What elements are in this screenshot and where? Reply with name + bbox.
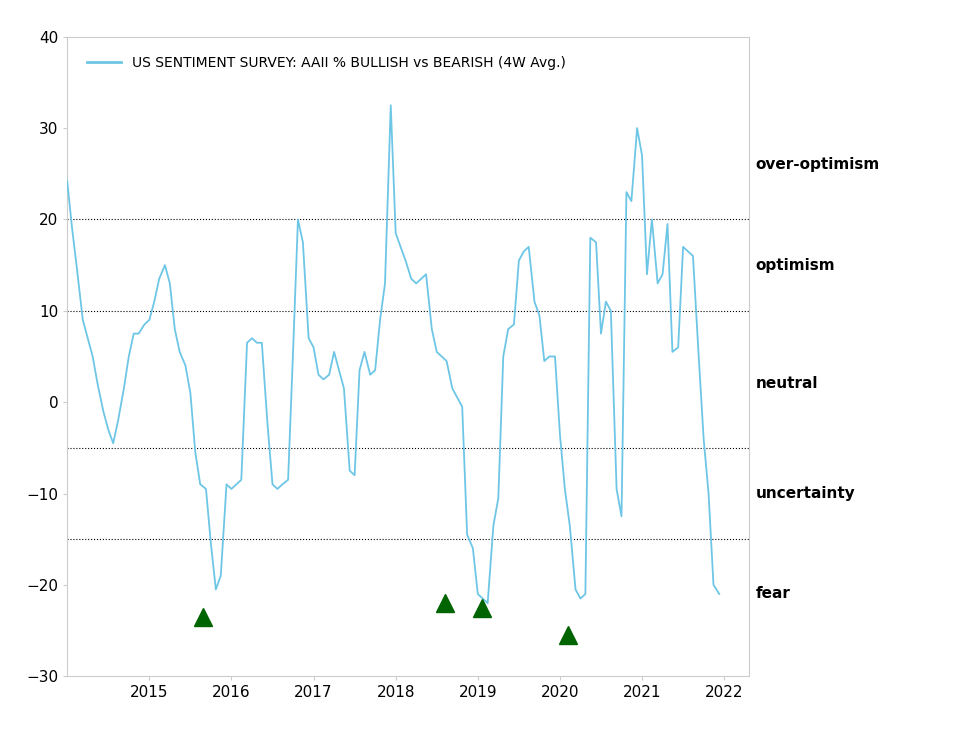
Legend: US SENTIMENT SURVEY: AAII % BULLISH vs BEARISH (4W Avg.): US SENTIMENT SURVEY: AAII % BULLISH vs B… — [81, 50, 572, 75]
Text: over-optimism: over-optimism — [756, 157, 880, 172]
Text: neutral: neutral — [756, 376, 818, 391]
Text: optimism: optimism — [756, 258, 835, 273]
Text: fear: fear — [756, 587, 790, 601]
Text: uncertainty: uncertainty — [756, 486, 855, 501]
